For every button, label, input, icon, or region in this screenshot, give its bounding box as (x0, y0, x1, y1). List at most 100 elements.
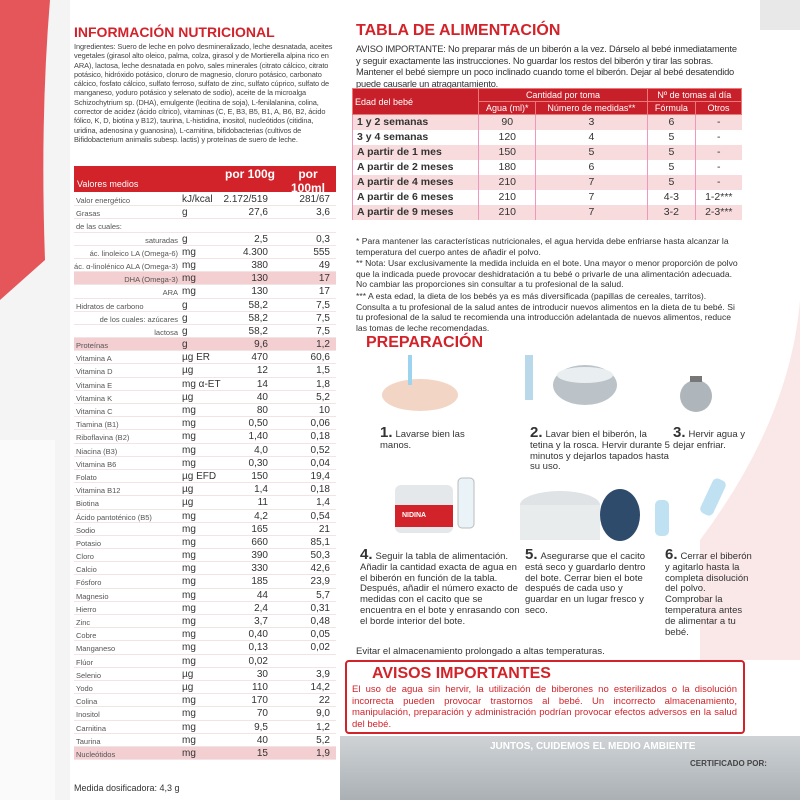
nutrition-row: Riboflavina (B2) mg 1,40 0,18 (74, 430, 336, 444)
nutrient-label: Hidratos de carbono (76, 301, 144, 311)
value-100g: 44 (256, 589, 268, 601)
note: ** Nota: Usar exclusivamente la medida i… (356, 258, 738, 290)
th-others: Otros (695, 101, 742, 115)
nutrient-unit: g (182, 207, 188, 219)
feeding-cell: 210 (478, 174, 536, 190)
nutrition-row: Biotina µg 11 1,4 (74, 496, 336, 510)
step-number: 6. (665, 546, 678, 563)
environment-bar (340, 736, 800, 800)
nutrient-label: Zinc (76, 618, 91, 627)
feeding-cell: 1-2*** (695, 189, 742, 205)
feeding-notes: * Para mantener las características nutr… (356, 236, 740, 334)
feeding-cell: 210 (478, 189, 536, 205)
step-text: Hervir agua y dejar enfriar. (673, 429, 746, 451)
value-100ml: 1,2 (316, 721, 330, 733)
nutrient-label: Cloro (76, 552, 94, 562)
feeding-cell: 4-3 (646, 189, 696, 205)
nutrient-unit: g (182, 299, 188, 311)
value-100g: 110 (252, 681, 268, 693)
nutrition-footer: Medida dosificadora: 4,3 g (74, 783, 180, 793)
value-100ml: 5,2 (316, 391, 330, 403)
nutrient-unit: mg (182, 655, 196, 667)
nutrient-unit: µg ER (182, 352, 210, 364)
feeding-cell: 6 (646, 114, 696, 130)
value-100g: 2,4 (254, 602, 268, 614)
nutrient-label: Riboflavina (B2) (76, 433, 130, 443)
nutrition-row: Colina mg 170 22 (74, 694, 336, 708)
value-100g: 15 (256, 747, 268, 759)
value-100g: 3,7 (254, 616, 268, 627)
value-100ml: 85,1 (310, 536, 330, 548)
nutrition-row: Inositol mg 70 9,0 (74, 707, 336, 721)
step: 6. Cerrar el biberón y agitarlo hasta la … (665, 547, 755, 638)
nutrient-unit: mg (182, 721, 196, 733)
nutrition-row: lactosa g 58,2 7,5 (74, 325, 336, 339)
value-100ml: 0,54 (310, 510, 330, 522)
value-100g: 30 (256, 668, 268, 680)
nutrient-label: Valor energético (76, 196, 131, 205)
illus-can2 (520, 489, 640, 541)
value-100g: 185 (251, 576, 268, 588)
nutrient-label: Proteínas (76, 341, 109, 351)
feeding-title: TABLA DE ALIMENTACIÓN (356, 22, 561, 39)
nutrient-unit: mg (182, 563, 196, 575)
value-100ml: 7,5 (316, 299, 330, 311)
value-100ml: 5,7 (316, 589, 330, 601)
nutrient-label: Inositol (76, 710, 100, 720)
step-number: 5. (525, 546, 538, 563)
nutrition-row: DHA (Omega-3) mg 130 17 (74, 272, 336, 286)
nutrition-row: ác. linoleico LA (Omega-6) mg 4.300 555 (74, 246, 336, 259)
value-100g: 0,40 (248, 629, 268, 641)
value-100g: 4,2 (254, 510, 268, 522)
nutrition-title: INFORMACIÓN NUTRICIONAL (74, 24, 275, 40)
nutrition-row: Sodio mg 165 21 (74, 523, 336, 536)
note: *** A esta edad, la dieta de los bebés y… (356, 290, 735, 333)
nutrient-label: Manganeso (76, 644, 116, 654)
nutrient-label: DHA (Omega-3) (124, 275, 178, 285)
nutrient-unit: mg (182, 536, 196, 548)
value-100g: 660 (251, 536, 268, 548)
value-100ml: 14,2 (310, 681, 330, 693)
nutrient-label: Nucleótidos (76, 749, 116, 759)
value-100ml: 3,9 (316, 668, 330, 680)
nutrient-label: Potasio (76, 538, 102, 548)
nutrient-label: saturadas (145, 235, 178, 245)
value-100g: 58,2 (248, 299, 268, 311)
feeding-cell: 5 (646, 129, 696, 145)
nutrient-unit: mg (182, 418, 196, 430)
feeding-row: A partir de 1 mes 150 5 5- (351, 144, 742, 160)
nutrient-unit: mg (182, 747, 196, 759)
nutrient-label: de los cuales: azúcares (99, 314, 178, 324)
nutrient-unit: µg (182, 681, 194, 693)
step: 2. Lavar bien el biberón, la tetina y la … (530, 425, 670, 473)
feeding-cell: 5 (646, 159, 696, 175)
value-100g: 12 (256, 365, 268, 377)
nutrient-label: Magnesio (76, 591, 109, 601)
value-100ml: 42,6 (310, 563, 330, 575)
value-100g: 170 (251, 695, 268, 707)
step-text: Asegurarse que el cacito está seco y gua… (525, 551, 646, 616)
value-100ml: 21 (318, 523, 330, 535)
value-100ml: 0,48 (310, 616, 330, 627)
nutrient-unit: g (182, 325, 188, 337)
value-100g: 58,2 (248, 325, 268, 337)
value-100g: 0,13 (248, 642, 268, 654)
value-100g: 40 (256, 391, 268, 403)
nutrition-row: Yodo µg 110 14,2 (74, 681, 336, 695)
nutrition-row: Tiamina (B1) mg 0,50 0,06 (74, 417, 336, 431)
warning-box (345, 660, 745, 734)
illus-hands (382, 355, 458, 411)
nutrient-label: Yodo (76, 683, 93, 693)
nutrition-row: Zinc mg 3,7 0,48 (74, 615, 336, 629)
nutrition-row: Flúor mg 0,02 (74, 655, 336, 668)
nutrient-unit: mg (182, 444, 196, 456)
nutrient-label: ác. linoleico LA (Omega-6) (89, 248, 178, 258)
nutrition-row: Cloro mg 390 50,3 (74, 549, 336, 563)
nutrition-row: Proteínas g 9,6 1,2 (74, 338, 336, 352)
feeding-cell: 3-2 (646, 204, 696, 220)
feeding-cell: 210 (478, 204, 536, 220)
value-100g: 330 (251, 563, 268, 575)
value-100g: 130 (251, 273, 268, 285)
